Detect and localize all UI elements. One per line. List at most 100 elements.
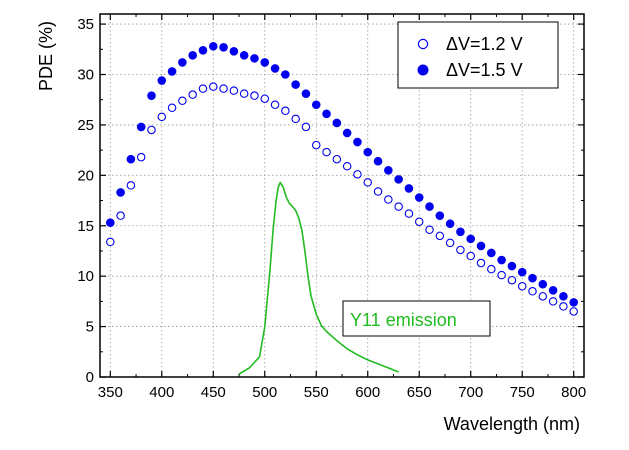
point-dv15 xyxy=(487,248,496,258)
point-dv12 xyxy=(301,122,311,132)
point-dv15 xyxy=(301,89,311,98)
point-dv12 xyxy=(126,181,136,190)
point-dv15 xyxy=(219,42,228,52)
point-dv12 xyxy=(188,90,197,99)
x-tick-label: 400 xyxy=(149,384,174,401)
point-dv12 xyxy=(497,270,506,280)
point-dv12 xyxy=(476,258,486,268)
point-dv12 xyxy=(198,84,208,93)
point-dv12 xyxy=(414,217,424,226)
point-dv12 xyxy=(229,86,239,95)
point-dv15 xyxy=(425,202,434,211)
point-dv15 xyxy=(517,267,527,277)
point-dv12 xyxy=(106,237,115,247)
point-dv12 xyxy=(569,307,578,316)
point-dv15 xyxy=(559,292,568,301)
point-dv15 xyxy=(157,76,167,85)
point-dv15 xyxy=(332,118,342,128)
point-dv15 xyxy=(188,51,197,60)
point-dv15 xyxy=(198,45,208,55)
point-dv12 xyxy=(363,178,372,187)
tick-labels: 350 400 450 500 550 600 650 700 750 800 0 5 10 15 20 25… xyxy=(77,16,586,401)
y-tick-label: 10 xyxy=(77,268,94,285)
point-dv12 xyxy=(219,84,228,93)
point-dv12 xyxy=(147,125,156,135)
point-dv12 xyxy=(487,264,496,274)
emission-label: Y11 emission xyxy=(350,310,457,330)
x-tick-label: 350 xyxy=(98,384,123,401)
point-dv15 xyxy=(311,100,321,110)
point-dv15 xyxy=(548,285,558,295)
point-dv12 xyxy=(559,302,568,311)
point-dv12 xyxy=(281,106,290,116)
y-tick-label: 30 xyxy=(77,67,94,84)
point-dv15 xyxy=(342,128,352,138)
point-dv12 xyxy=(456,245,465,255)
point-dv15 xyxy=(476,241,486,251)
point-dv12 xyxy=(548,297,558,306)
emission-curve xyxy=(238,181,399,375)
point-dv15 xyxy=(394,175,403,184)
point-dv12 xyxy=(528,287,537,296)
point-dv15 xyxy=(528,273,537,283)
point-dv12 xyxy=(157,112,167,122)
point-dv15 xyxy=(507,261,517,271)
point-dv15 xyxy=(435,211,445,220)
point-dv15 xyxy=(322,109,331,119)
point-dv15 xyxy=(208,41,218,51)
point-dv12 xyxy=(239,89,249,98)
emission-annotation: Y11 emission xyxy=(342,300,491,337)
point-dv15 xyxy=(116,188,125,197)
point-dv12 xyxy=(342,162,352,171)
emission-label-box xyxy=(342,300,491,337)
y-tick-label: 0 xyxy=(86,369,94,386)
point-dv12 xyxy=(291,114,300,124)
x-tick-label: 600 xyxy=(355,384,380,401)
point-dv12 xyxy=(384,195,393,204)
emission-layer xyxy=(238,181,399,375)
point-dv12 xyxy=(425,225,434,235)
point-dv15 xyxy=(281,70,290,79)
point-dv15 xyxy=(239,51,249,60)
point-dv15 xyxy=(466,234,476,244)
point-dv12 xyxy=(312,140,321,150)
point-dv15 xyxy=(270,64,280,73)
point-dv12 xyxy=(116,211,125,220)
point-dv15 xyxy=(445,219,455,229)
point-dv15 xyxy=(291,80,300,89)
point-dv12 xyxy=(435,231,445,241)
point-dv15 xyxy=(229,47,239,56)
y-tick-label: 20 xyxy=(77,167,94,184)
point-dv12 xyxy=(507,275,517,285)
point-dv12 xyxy=(466,251,475,261)
x-tick-label: 700 xyxy=(458,384,483,401)
point-dv15 xyxy=(167,67,177,76)
point-dv12 xyxy=(322,147,331,157)
x-tick-label: 500 xyxy=(252,384,277,401)
point-dv15 xyxy=(147,91,156,100)
legend: ΔV=1.2 V ΔV=1.5 V xyxy=(397,21,559,89)
point-dv15 xyxy=(353,137,362,147)
x-tick-label: 550 xyxy=(304,384,329,401)
point-dv12 xyxy=(517,281,527,291)
point-dv12 xyxy=(136,152,146,162)
legend-label-dv12: ΔV=1.2 V xyxy=(446,34,523,54)
point-dv12 xyxy=(445,238,455,248)
point-dv12 xyxy=(178,96,187,105)
legend-box xyxy=(397,21,559,89)
data-points xyxy=(105,41,579,316)
point-dv15 xyxy=(497,255,506,265)
point-dv12 xyxy=(538,292,548,301)
point-dv12 xyxy=(373,187,383,196)
point-dv15 xyxy=(260,58,270,67)
point-dv15 xyxy=(414,193,424,202)
point-dv15 xyxy=(569,298,579,307)
point-dv15 xyxy=(404,184,414,193)
point-dv12 xyxy=(404,209,414,218)
point-dv12 xyxy=(260,94,270,103)
point-dv15 xyxy=(250,54,259,63)
legend-label-dv15: ΔV=1.5 V xyxy=(446,60,523,80)
axis-ticks xyxy=(100,14,584,378)
point-dv15 xyxy=(136,122,146,132)
